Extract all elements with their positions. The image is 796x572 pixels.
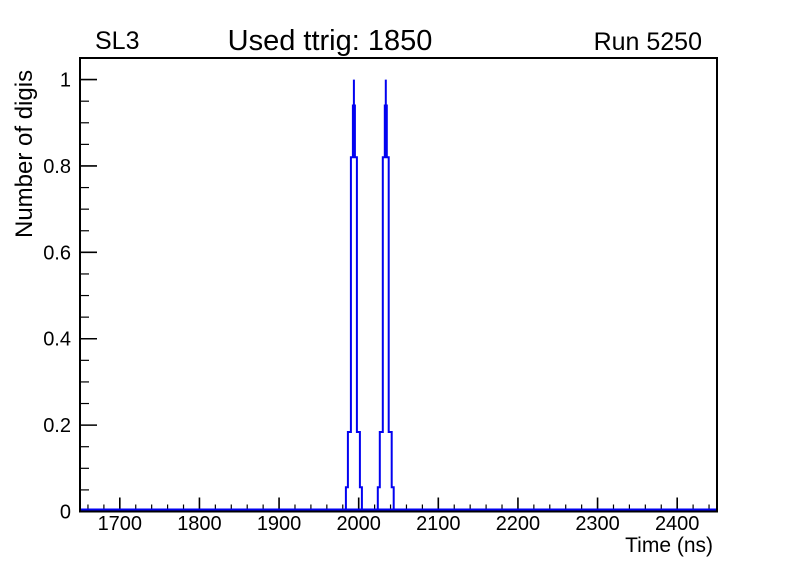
x-tick-label: 2300 bbox=[575, 513, 620, 535]
x-tick-label: 1900 bbox=[257, 513, 302, 535]
x-axis-title: Time (ns) bbox=[625, 534, 713, 557]
histogram-series bbox=[81, 79, 716, 512]
y-axis-title: Number of digis bbox=[11, 70, 38, 238]
histogram-peak bbox=[344, 79, 363, 512]
x-tick-label: 2200 bbox=[496, 513, 541, 535]
y-tick-label: 0 bbox=[60, 502, 71, 524]
header-left-label: SL3 bbox=[95, 27, 139, 55]
axis-ticks bbox=[80, 78, 710, 513]
y-tick-label: 1 bbox=[60, 70, 71, 92]
histogram-peak bbox=[376, 79, 395, 512]
y-tick-label: 0.6 bbox=[43, 242, 71, 264]
plot-title: Used ttrig: 1850 bbox=[228, 25, 433, 57]
y-tick-label: 0.4 bbox=[43, 329, 71, 351]
plot-frame bbox=[79, 57, 718, 513]
axis-tick-labels: 1700 1800 1900 2000 2100 2200 2300 2400 0 0.2 0.4 0… bbox=[43, 70, 699, 535]
x-tick-label: 2000 bbox=[336, 513, 381, 535]
x-tick-label: 2100 bbox=[416, 513, 461, 535]
y-tick-label: 0.2 bbox=[43, 415, 71, 437]
x-tick-label: 1700 bbox=[98, 513, 143, 535]
x-tick-label: 2400 bbox=[655, 513, 700, 535]
y-tick-label: 0.8 bbox=[43, 156, 71, 178]
x-tick-label: 1800 bbox=[177, 513, 222, 535]
header-right-label: Run 5250 bbox=[594, 28, 702, 56]
